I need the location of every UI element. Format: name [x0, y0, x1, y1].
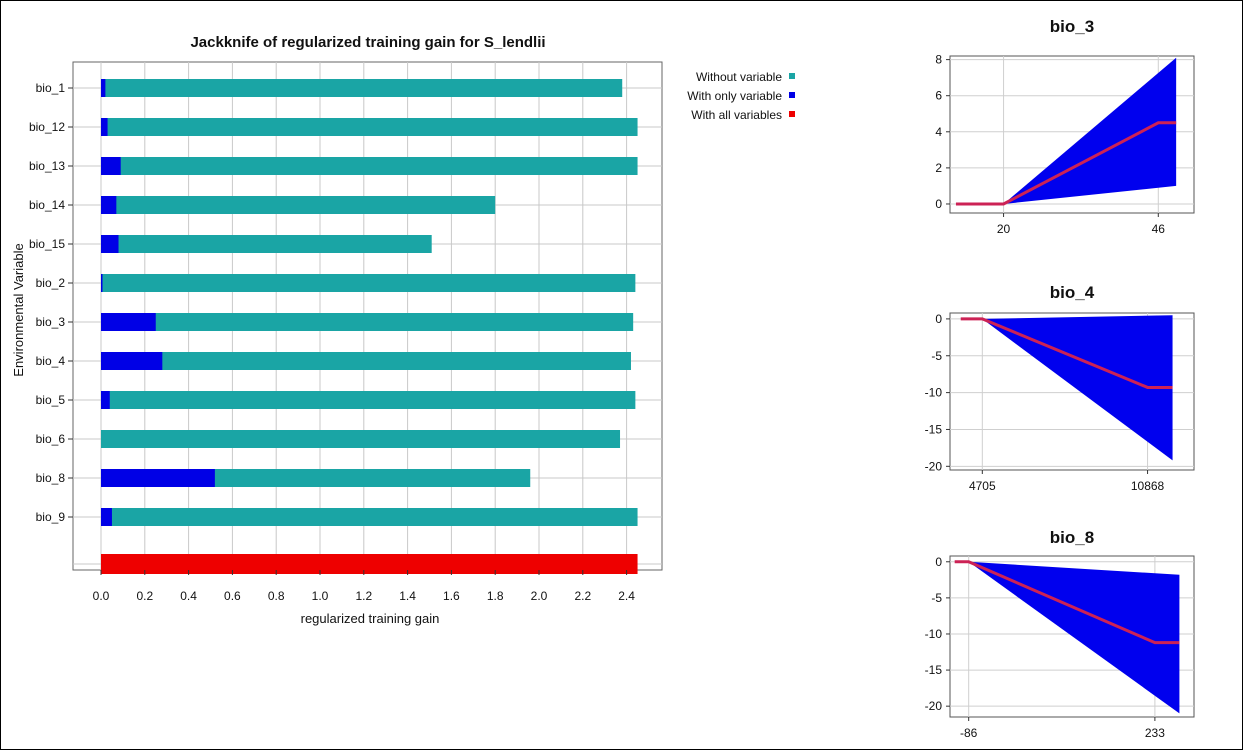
y-tick-label: bio_9 [36, 510, 66, 524]
x-tick-label: 0.8 [268, 589, 285, 603]
x-tick-label: 0.0 [93, 589, 110, 603]
y-tick-label: 6 [935, 89, 942, 103]
bar-with-only-variable [101, 469, 215, 487]
bar-without-variable [101, 235, 432, 253]
bar-without-variable [101, 274, 636, 292]
x-tick-label: 0.4 [180, 589, 197, 603]
bar-with-only-variable [101, 313, 156, 331]
y-tick-label: 0 [935, 555, 942, 569]
y-tick-label: -20 [925, 459, 943, 473]
bar-with-only-variable [101, 352, 163, 370]
y-tick-label: -20 [925, 699, 943, 713]
legend-swatch [789, 111, 795, 117]
mean-response-line [955, 121, 1177, 206]
response-curve-bio-8: bio_8 0 -5 -10 -15 -20 -86 233 [925, 528, 1195, 740]
bar-with-only-variable [101, 274, 103, 292]
legend-label: Without variable [696, 70, 782, 84]
y-tick-label: bio_1 [36, 81, 66, 95]
bar-without-variable [101, 79, 623, 97]
x-tick-label: 10868 [1131, 479, 1165, 493]
legend-swatch [789, 73, 795, 79]
x-tick-label: 2.2 [574, 589, 591, 603]
y-tick-label: 8 [935, 53, 942, 67]
mean-response-line [954, 560, 1180, 645]
response-curve-title: bio_4 [1050, 283, 1095, 302]
x-tick-label: 2.4 [618, 589, 635, 603]
bar-without-variable [101, 508, 638, 526]
y-tick-label: -10 [925, 627, 943, 641]
y-tick-label: bio_3 [36, 315, 66, 329]
x-tick-label: 233 [1145, 726, 1165, 740]
bar-with-only-variable [101, 508, 112, 526]
bar-without-variable [101, 196, 496, 214]
x-tick-label: 1.0 [312, 589, 329, 603]
bar-with-only-variable [101, 79, 106, 97]
y-tick-label: 2 [935, 161, 942, 175]
jackknife-bars [101, 79, 638, 574]
y-tick-label: 0 [935, 197, 942, 211]
jackknife-chart: Jackknife of regularized training gain f… [11, 34, 795, 626]
bar-with-only-variable [101, 157, 121, 175]
jackknife-y-axis-label: Environmental Variable [11, 243, 26, 376]
mean-response-line [960, 317, 1173, 389]
bar-without-variable [101, 118, 638, 136]
x-tick-label: 1.4 [399, 589, 416, 603]
bar-without-variable [101, 430, 621, 448]
x-tick-label: 0.6 [224, 589, 241, 603]
x-tick-label: 1.2 [355, 589, 372, 603]
y-tick-label: -10 [925, 386, 943, 400]
bar-with-only-variable [101, 235, 119, 253]
x-tick-label: -86 [960, 726, 978, 740]
bar-with-only-variable [101, 391, 110, 409]
y-tick-label: 4 [935, 125, 942, 139]
bar-with-only-variable [101, 118, 108, 136]
y-tick-label: -5 [931, 349, 942, 363]
response-curve-bio-4: bio_4 0 -5 -10 -15 -20 4705 10868 [925, 283, 1195, 493]
response-curve-title: bio_8 [1050, 528, 1094, 547]
y-tick-label: bio_2 [36, 276, 66, 290]
bar-with-only-variable [101, 196, 117, 214]
legend-swatch [789, 92, 795, 98]
x-tick-label: 20 [997, 222, 1011, 236]
y-tick-label: bio_5 [36, 393, 66, 407]
y-tick-label: -5 [931, 591, 942, 605]
jackknife-x-axis-label: regularized training gain [301, 611, 440, 626]
confidence-envelope [968, 561, 1180, 714]
bar-with-all-variables [101, 554, 638, 574]
y-tick-label: bio_14 [29, 198, 65, 212]
x-tick-label: 0.2 [136, 589, 153, 603]
x-tick-label: 1.8 [487, 589, 504, 603]
y-tick-label: bio_6 [36, 432, 66, 446]
jackknife-legend: Without variable With only variable With a… [687, 70, 795, 122]
jackknife-y-tick-labels: bio_1 bio_12 bio_13 bio_14 bio_15 bio_2 bio_3b… [29, 81, 73, 524]
y-tick-label: bio_13 [29, 159, 65, 173]
jackknife-x-tick-labels: 0.0 0.2 0.4 0.6 0.8 1.0 1.2 1.4 1.6 1.8 2.0 2.2 2.4 [93, 570, 635, 603]
y-tick-label: 0 [935, 312, 942, 326]
y-tick-label: bio_15 [29, 237, 65, 251]
y-tick-label: bio_4 [36, 354, 66, 368]
x-tick-label: 4705 [969, 479, 996, 493]
y-tick-label: -15 [925, 422, 943, 436]
y-tick-label: bio_12 [29, 120, 65, 134]
x-tick-label: 2.0 [531, 589, 548, 603]
legend-label: With only variable [687, 89, 782, 103]
jackknife-title: Jackknife of regularized training gain f… [190, 34, 545, 51]
y-tick-label: -15 [925, 663, 943, 677]
y-tick-label: bio_8 [36, 471, 66, 485]
bar-without-variable [101, 157, 638, 175]
legend-label: With all variables [691, 108, 782, 122]
bar-without-variable [101, 313, 634, 331]
bar-without-variable [101, 352, 631, 370]
confidence-envelope [1003, 57, 1177, 204]
confidence-envelope [982, 315, 1173, 461]
bar-without-variable [101, 391, 636, 409]
x-tick-label: 46 [1152, 222, 1166, 236]
x-tick-label: 1.6 [443, 589, 460, 603]
response-curve-title: bio_3 [1050, 17, 1094, 36]
